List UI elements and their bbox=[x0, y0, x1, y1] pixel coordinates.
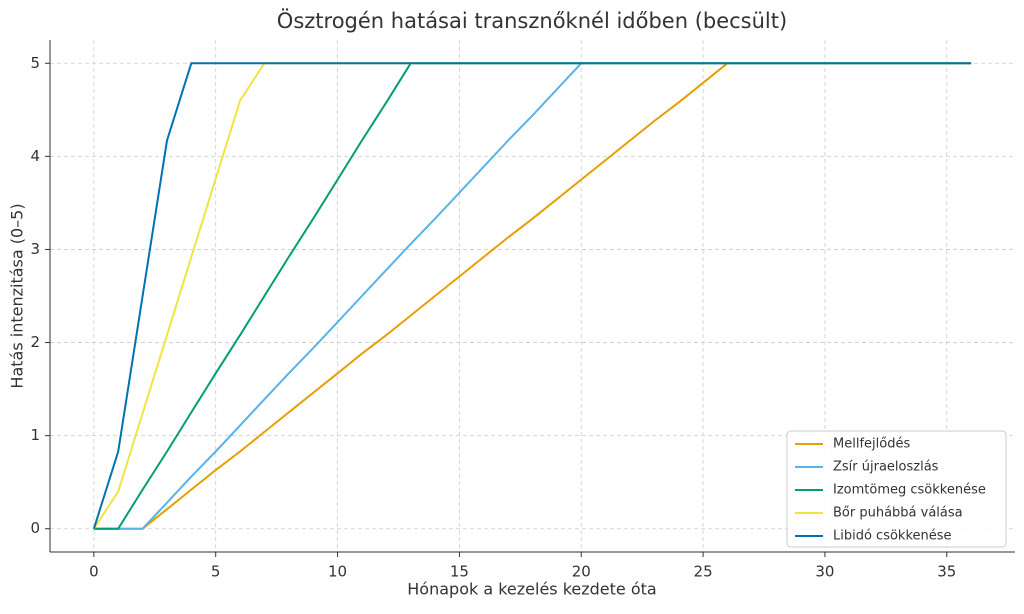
y-tick-label: 4 bbox=[30, 147, 40, 165]
legend-label: Mellfejlődés bbox=[833, 437, 910, 452]
y-tick-label: 3 bbox=[30, 240, 40, 258]
legend-label: Izomtömeg csökkenése bbox=[833, 483, 986, 498]
legend-label: Bőr puhábbá válása bbox=[833, 506, 963, 521]
y-tick-label: 2 bbox=[30, 333, 40, 351]
series-line bbox=[92, 62, 972, 530]
y-tick-label: 5 bbox=[30, 54, 40, 72]
x-axis-label: Hónapok a kezelés kezdete óta bbox=[407, 580, 656, 599]
chart-title: Ösztrogén hatásai transznőknél időben (b… bbox=[277, 8, 787, 33]
x-tick-label: 0 bbox=[89, 563, 99, 581]
y-axis-label: Hatás intenzitása (0–5) bbox=[8, 203, 27, 388]
legend-label: Libidó csökkenése bbox=[833, 529, 952, 544]
x-tick-label: 20 bbox=[572, 563, 591, 581]
x-tick-label: 30 bbox=[815, 563, 834, 581]
x-tick-label: 25 bbox=[694, 563, 713, 581]
x-tick-label: 35 bbox=[937, 563, 956, 581]
y-tick-label: 0 bbox=[30, 519, 40, 537]
legend-box bbox=[786, 430, 1007, 548]
x-tick-label: 5 bbox=[211, 563, 221, 581]
x-tick-label: 15 bbox=[450, 563, 469, 581]
x-tick-label: 10 bbox=[328, 563, 347, 581]
legend-label: Zsír újraeloszlás bbox=[833, 460, 939, 475]
legend: Mellfejlődés Zsír újraeloszlás Izomtömeg c… bbox=[786, 430, 1007, 548]
y-tick-label: 1 bbox=[30, 426, 40, 444]
